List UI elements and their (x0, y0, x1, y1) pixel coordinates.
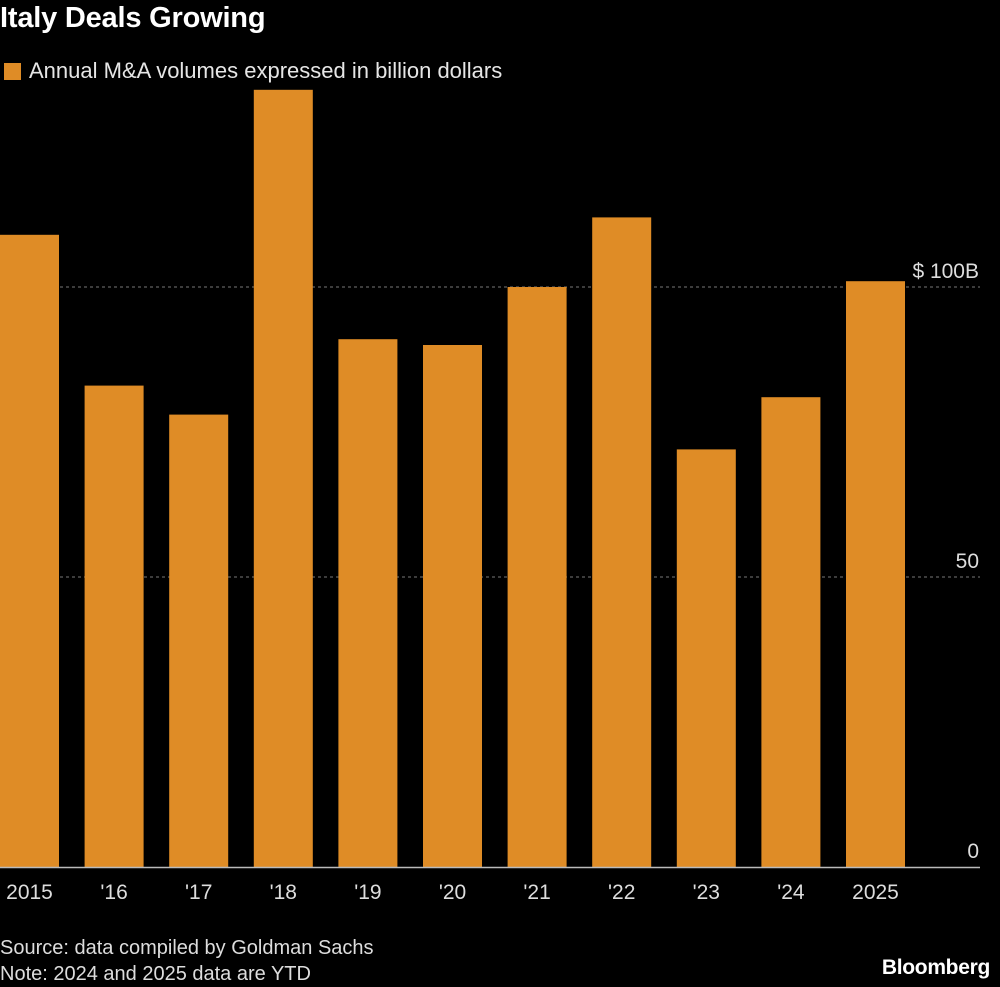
bar-chart: 0 50 $ 100B 2015 '16 '17 '18 '19 '20 '21 '22 '23 '24… (0, 89, 980, 904)
y-tick-label-50: 50 (956, 550, 979, 573)
bloomberg-logo: Bloomberg (881, 956, 990, 979)
bar-2015 (0, 234, 59, 868)
bar-20 (423, 345, 482, 867)
bar-19 (338, 339, 398, 867)
legend-label: Annual M&A volumes expressed in billion … (29, 58, 503, 83)
bar-16 (84, 385, 144, 867)
x-tick-label: '21 (523, 881, 550, 904)
bar-21 (507, 287, 567, 867)
x-tick-label: '23 (693, 881, 720, 904)
y-tick-label-0: 0 (967, 840, 979, 863)
x-tick-label: '16 (100, 881, 127, 904)
x-tick-label: '18 (270, 881, 297, 904)
source-note: Source: data compiled by Goldman Sachs (0, 937, 374, 959)
x-tick-label: '24 (777, 881, 805, 904)
bar-24 (761, 397, 821, 867)
bar-22 (592, 217, 652, 867)
bar-17 (169, 414, 229, 867)
x-tick-label: 2015 (6, 881, 53, 904)
legend: Annual M&A volumes expressed in billion … (4, 58, 502, 84)
data-note: Note: 2024 and 2025 data are YTD (0, 963, 311, 985)
x-tick-label: '17 (185, 881, 212, 904)
legend-swatch (4, 62, 21, 80)
chart-title: Italy Deals Growing (0, 2, 266, 34)
x-tick-label: '19 (354, 881, 381, 904)
x-tick-label: '20 (439, 881, 466, 904)
x-tick-label: 2025 (852, 881, 899, 904)
x-tick-label: '22 (608, 881, 635, 904)
bar-18 (253, 89, 313, 868)
footer: Source: data compiled by Goldman Sachs N… (0, 935, 374, 987)
bar-2025 (846, 281, 905, 867)
y-tick-label-100: $ 100B (912, 260, 979, 283)
bar-23 (676, 449, 736, 867)
